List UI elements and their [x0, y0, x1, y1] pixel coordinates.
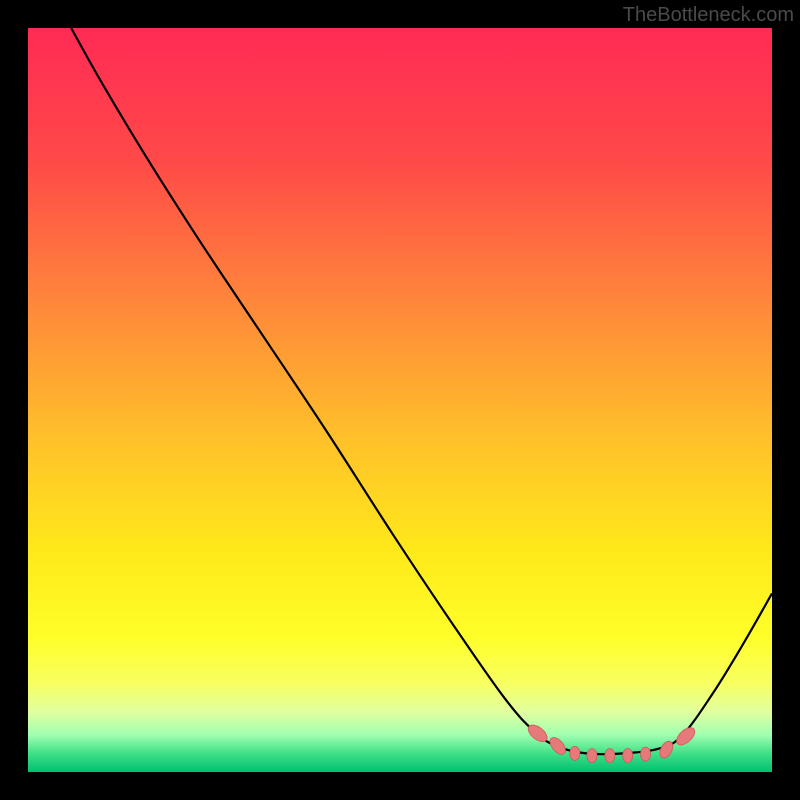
- curve-marker: [605, 749, 615, 763]
- curve-marker: [674, 724, 698, 748]
- curve-layer: [28, 28, 772, 772]
- curve-marker: [547, 735, 568, 757]
- curve-marker: [641, 747, 651, 761]
- curve-marker: [587, 749, 597, 763]
- curve-marker: [623, 749, 633, 763]
- plot-area: [28, 28, 772, 772]
- curve-marker: [570, 746, 580, 760]
- watermark-text: TheBottleneck.com: [623, 4, 794, 27]
- markers-group: [525, 722, 698, 763]
- bottleneck-curve: [71, 28, 772, 754]
